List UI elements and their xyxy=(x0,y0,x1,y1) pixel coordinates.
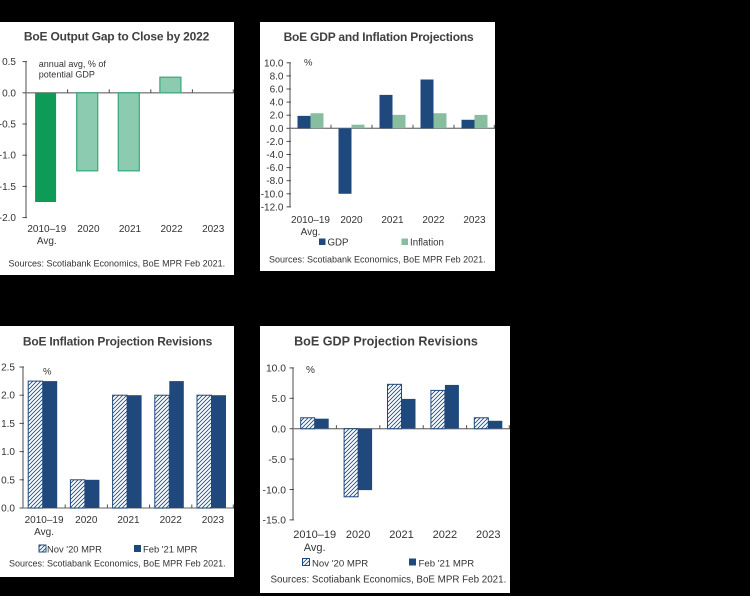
svg-text:%: % xyxy=(306,365,315,376)
svg-text:-0.5: -0.5 xyxy=(0,120,16,131)
svg-text:-2.0: -2.0 xyxy=(0,213,16,224)
svg-text:5.0: 5.0 xyxy=(272,394,287,405)
svg-text:Nov '20 MPR: Nov '20 MPR xyxy=(312,559,368,570)
svg-text:Sources: Scotiabank Economics,: Sources: Scotiabank Economics, BoE MPR F… xyxy=(269,255,486,265)
svg-text:Avg.: Avg. xyxy=(301,227,321,238)
svg-text:-2.0: -2.0 xyxy=(266,137,284,148)
svg-text:2022: 2022 xyxy=(160,515,183,526)
svg-text:2023: 2023 xyxy=(463,215,486,226)
svg-text:2020: 2020 xyxy=(75,515,98,526)
svg-text:2021: 2021 xyxy=(117,515,140,526)
svg-text:Avg.: Avg. xyxy=(34,527,54,538)
svg-text:0.0: 0.0 xyxy=(272,425,287,436)
svg-text:-1.0: -1.0 xyxy=(0,151,16,162)
svg-text:2020: 2020 xyxy=(346,529,370,541)
svg-text:BoE Output Gap to Close by 202: BoE Output Gap to Close by 2022 xyxy=(24,30,210,44)
svg-text:-8.0: -8.0 xyxy=(266,176,284,187)
svg-text:1.5: 1.5 xyxy=(1,419,15,430)
svg-text:Feb '21 MPR: Feb '21 MPR xyxy=(143,544,198,555)
svg-text:0.5: 0.5 xyxy=(2,57,16,68)
svg-text:10.0: 10.0 xyxy=(264,58,284,69)
svg-text:%: % xyxy=(43,367,52,378)
svg-text:GDP: GDP xyxy=(328,238,349,249)
svg-text:2010–19: 2010–19 xyxy=(291,215,330,226)
svg-text:2.0: 2.0 xyxy=(270,111,284,122)
svg-text:0.5: 0.5 xyxy=(1,475,15,486)
svg-text:2022: 2022 xyxy=(160,224,183,235)
svg-text:2010–19: 2010–19 xyxy=(293,529,336,541)
svg-text:2020: 2020 xyxy=(340,215,363,226)
svg-text:2023: 2023 xyxy=(202,515,225,526)
svg-text:1.0: 1.0 xyxy=(1,447,15,458)
svg-text:-5.0: -5.0 xyxy=(268,455,286,466)
svg-text:4.0: 4.0 xyxy=(270,98,284,109)
svg-text:-12.0: -12.0 xyxy=(261,202,284,213)
svg-text:2.5: 2.5 xyxy=(1,363,15,374)
svg-text:Avg.: Avg. xyxy=(304,542,326,554)
svg-text:2020: 2020 xyxy=(77,224,100,235)
svg-text:-6.0: -6.0 xyxy=(266,163,284,174)
svg-text:0.0: 0.0 xyxy=(270,124,284,135)
svg-text:10.0: 10.0 xyxy=(266,364,286,375)
svg-text:2021: 2021 xyxy=(389,529,413,541)
svg-text:2021: 2021 xyxy=(381,215,404,226)
svg-text:Avg.: Avg. xyxy=(37,236,57,247)
svg-text:2023: 2023 xyxy=(202,224,225,235)
svg-text:0.0: 0.0 xyxy=(2,88,16,99)
svg-text:6.0: 6.0 xyxy=(270,85,284,96)
svg-text:Sources: Scotiabank Economics,: Sources: Scotiabank Economics, BoE MPR F… xyxy=(271,575,507,586)
svg-text:potential GDP: potential GDP xyxy=(39,70,95,80)
svg-text:2022: 2022 xyxy=(433,529,457,541)
svg-text:0.0: 0.0 xyxy=(1,504,15,515)
svg-text:2.0: 2.0 xyxy=(1,391,15,402)
svg-text:2021: 2021 xyxy=(119,224,142,235)
svg-text:BoE Inflation Projection Revis: BoE Inflation Projection Revisions xyxy=(23,335,213,349)
svg-text:Inflation: Inflation xyxy=(410,238,444,249)
svg-text:-1.5: -1.5 xyxy=(0,182,16,193)
svg-text:-10.0: -10.0 xyxy=(263,485,287,496)
svg-text:2010–19: 2010–19 xyxy=(27,224,66,235)
svg-text:BoE GDP and Inflation Projecti: BoE GDP and Inflation Projections xyxy=(284,30,474,44)
svg-text:2023: 2023 xyxy=(476,529,500,541)
svg-text:BoE GDP Projection Revisions: BoE GDP Projection Revisions xyxy=(294,335,478,349)
svg-text:Feb '21 MPR: Feb '21 MPR xyxy=(419,559,475,570)
svg-text:2010–19: 2010–19 xyxy=(25,515,64,526)
svg-text:Sources: Scotiabank Economics,: Sources: Scotiabank Economics, BoE MPR F… xyxy=(9,259,226,269)
svg-text:Nov '20 MPR: Nov '20 MPR xyxy=(47,544,102,555)
svg-text:%: % xyxy=(304,58,313,69)
svg-text:2022: 2022 xyxy=(422,215,445,226)
svg-text:8.0: 8.0 xyxy=(270,71,284,82)
svg-text:Sources: Scotiabank Economics,: Sources: Scotiabank Economics, BoE MPR F… xyxy=(9,559,226,569)
svg-text:-10.0: -10.0 xyxy=(261,189,284,200)
svg-text:-4.0: -4.0 xyxy=(266,150,284,161)
svg-text:-15.0: -15.0 xyxy=(263,516,287,527)
svg-text:annual avg, % of: annual avg, % of xyxy=(39,59,107,69)
